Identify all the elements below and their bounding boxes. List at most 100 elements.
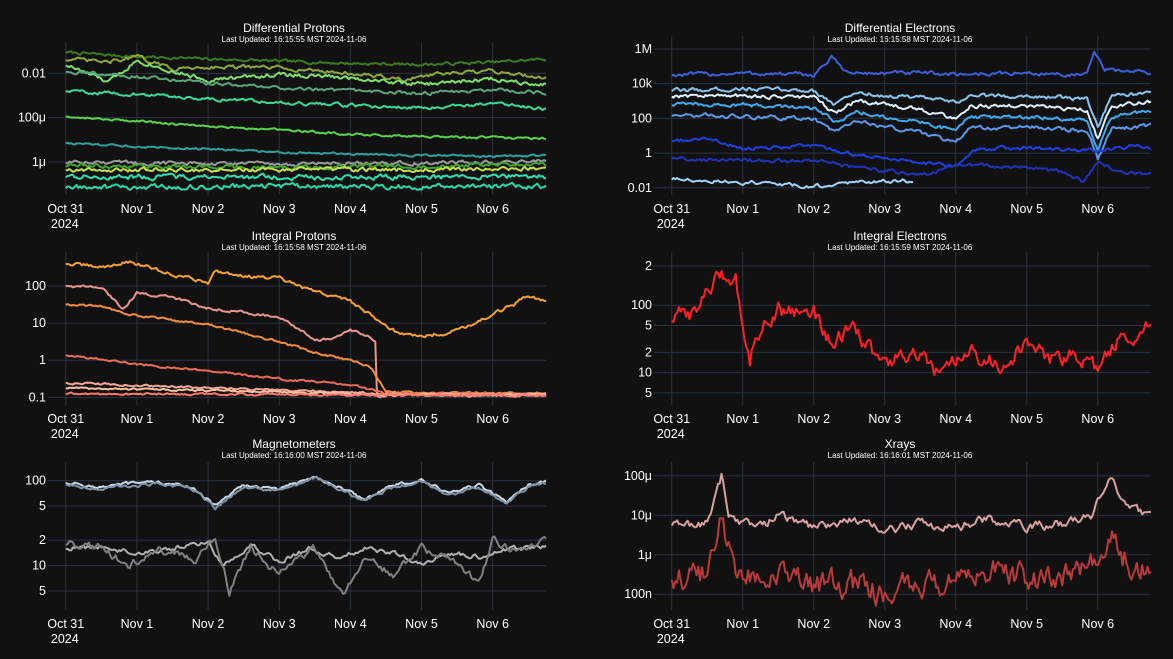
x-tick-label: Nov 1 [121, 202, 154, 216]
series-line [670, 517, 1152, 607]
chart-subtitle: Last Updated: 16:15:55 MST 2024-11-06 [222, 35, 367, 44]
series-line [65, 391, 547, 398]
series-line [65, 50, 547, 67]
x-tick-label: Nov 5 [1010, 617, 1043, 631]
y-tick-label: 10μ [631, 508, 652, 522]
y-tick-label: 100 [25, 279, 46, 293]
y-tick-label: 1 [645, 146, 652, 160]
x-tick-label: Nov 4 [939, 202, 972, 216]
y-tick-label: 5 [39, 584, 46, 598]
series-line [671, 156, 1152, 183]
series-line [65, 476, 547, 511]
chart-title: Xrays [885, 437, 916, 451]
y-tick-label: 100μ [624, 469, 652, 483]
x-tick-label: Nov 5 [405, 202, 438, 216]
x-tick-label: Nov 2 [797, 617, 830, 631]
series-line [65, 354, 547, 396]
chart-title: Differential Electrons [845, 21, 956, 35]
chart-subtitle: Last Updated: 16:15:58 MST 2024-11-06 [222, 243, 367, 252]
series-line [65, 141, 547, 159]
y-tick-label: 0.01 [22, 66, 46, 80]
series-line [671, 177, 914, 190]
series-line [671, 101, 1152, 152]
x-tick-label: Nov 2 [192, 412, 225, 426]
x-tick-label: Nov 6 [476, 617, 509, 631]
series-line [671, 270, 1152, 376]
x-tick-label: Nov 4 [334, 412, 367, 426]
x-tick-label: Nov 4 [939, 617, 972, 631]
y-tick-label: 100 [631, 111, 652, 125]
chart-subtitle: Last Updated: 16:15:59 MST 2024-11-06 [828, 243, 973, 252]
x-tick-label: Oct 31 2024 [653, 202, 690, 231]
y-tick-label: 0.1 [29, 390, 46, 404]
x-tick-label: Nov 1 [726, 617, 759, 631]
x-tick-label: Nov 2 [192, 202, 225, 216]
x-tick-label: Nov 1 [726, 202, 759, 216]
y-tick-label: 10 [638, 366, 652, 380]
x-tick-label: Nov 3 [868, 202, 901, 216]
x-tick-label: Nov 6 [1081, 412, 1114, 426]
x-tick-label: Nov 6 [476, 412, 509, 426]
x-tick-label: Nov 5 [405, 617, 438, 631]
y-tick-label: 5 [645, 386, 652, 400]
series-line [65, 540, 547, 567]
y-tick-label: 10 [32, 316, 46, 330]
x-tick-label: Nov 2 [797, 202, 830, 216]
chart-title: Differential Protons [243, 21, 345, 35]
chart-subtitle: Last Updated: 16:16:01 MST 2024-11-06 [828, 451, 973, 460]
y-tick-label: 1μ [32, 155, 46, 169]
x-tick-label: Nov 3 [868, 617, 901, 631]
x-tick-label: Nov 1 [121, 617, 154, 631]
x-tick-label: Oct 31 2024 [47, 412, 84, 441]
x-tick-label: Nov 6 [1081, 202, 1114, 216]
x-tick-label: Nov 3 [263, 412, 296, 426]
x-tick-label: Nov 3 [868, 412, 901, 426]
chart-title: Integral Electrons [853, 229, 946, 243]
series-line [671, 136, 1152, 168]
chart-subtitle: Last Updated: 16:16:00 MST 2024-11-06 [222, 451, 367, 460]
series-line [670, 472, 1151, 534]
x-tick-label: Nov 2 [192, 617, 225, 631]
x-tick-label: Nov 1 [726, 412, 759, 426]
series-line [65, 181, 547, 191]
x-tick-label: Oct 31 2024 [653, 412, 690, 441]
y-tick-label: 100n [624, 587, 652, 601]
series-line [65, 115, 547, 141]
series-line [671, 50, 1152, 78]
y-tick-label: 10k [632, 77, 653, 91]
series-line [671, 93, 1152, 140]
series-line [671, 112, 1152, 161]
x-tick-label: Nov 4 [334, 202, 367, 216]
series-line [65, 70, 547, 97]
x-tick-label: Nov 5 [405, 412, 438, 426]
x-tick-label: Oct 31 2024 [47, 202, 84, 231]
series-line [65, 260, 547, 339]
x-tick-label: Nov 2 [797, 412, 830, 426]
y-tick-label: 1 [39, 353, 46, 367]
y-tick-label: 10 [32, 559, 46, 573]
series-line [65, 89, 547, 111]
x-tick-label: Nov 4 [334, 617, 367, 631]
chart-title: Magnetometers [252, 437, 335, 451]
x-tick-label: Nov 3 [263, 617, 296, 631]
series-line [65, 161, 547, 172]
x-tick-label: Oct 31 2024 [47, 617, 84, 646]
y-tick-label: 2 [645, 345, 652, 359]
x-tick-label: Nov 6 [476, 202, 509, 216]
x-tick-label: Nov 5 [1010, 412, 1043, 426]
series-line [65, 535, 547, 597]
series-line [65, 54, 547, 83]
series-line [65, 59, 547, 87]
y-tick-label: 100μ [18, 111, 46, 125]
y-tick-label: 0.01 [628, 181, 652, 195]
y-tick-label: 5 [645, 318, 652, 332]
series-line [671, 86, 1152, 128]
